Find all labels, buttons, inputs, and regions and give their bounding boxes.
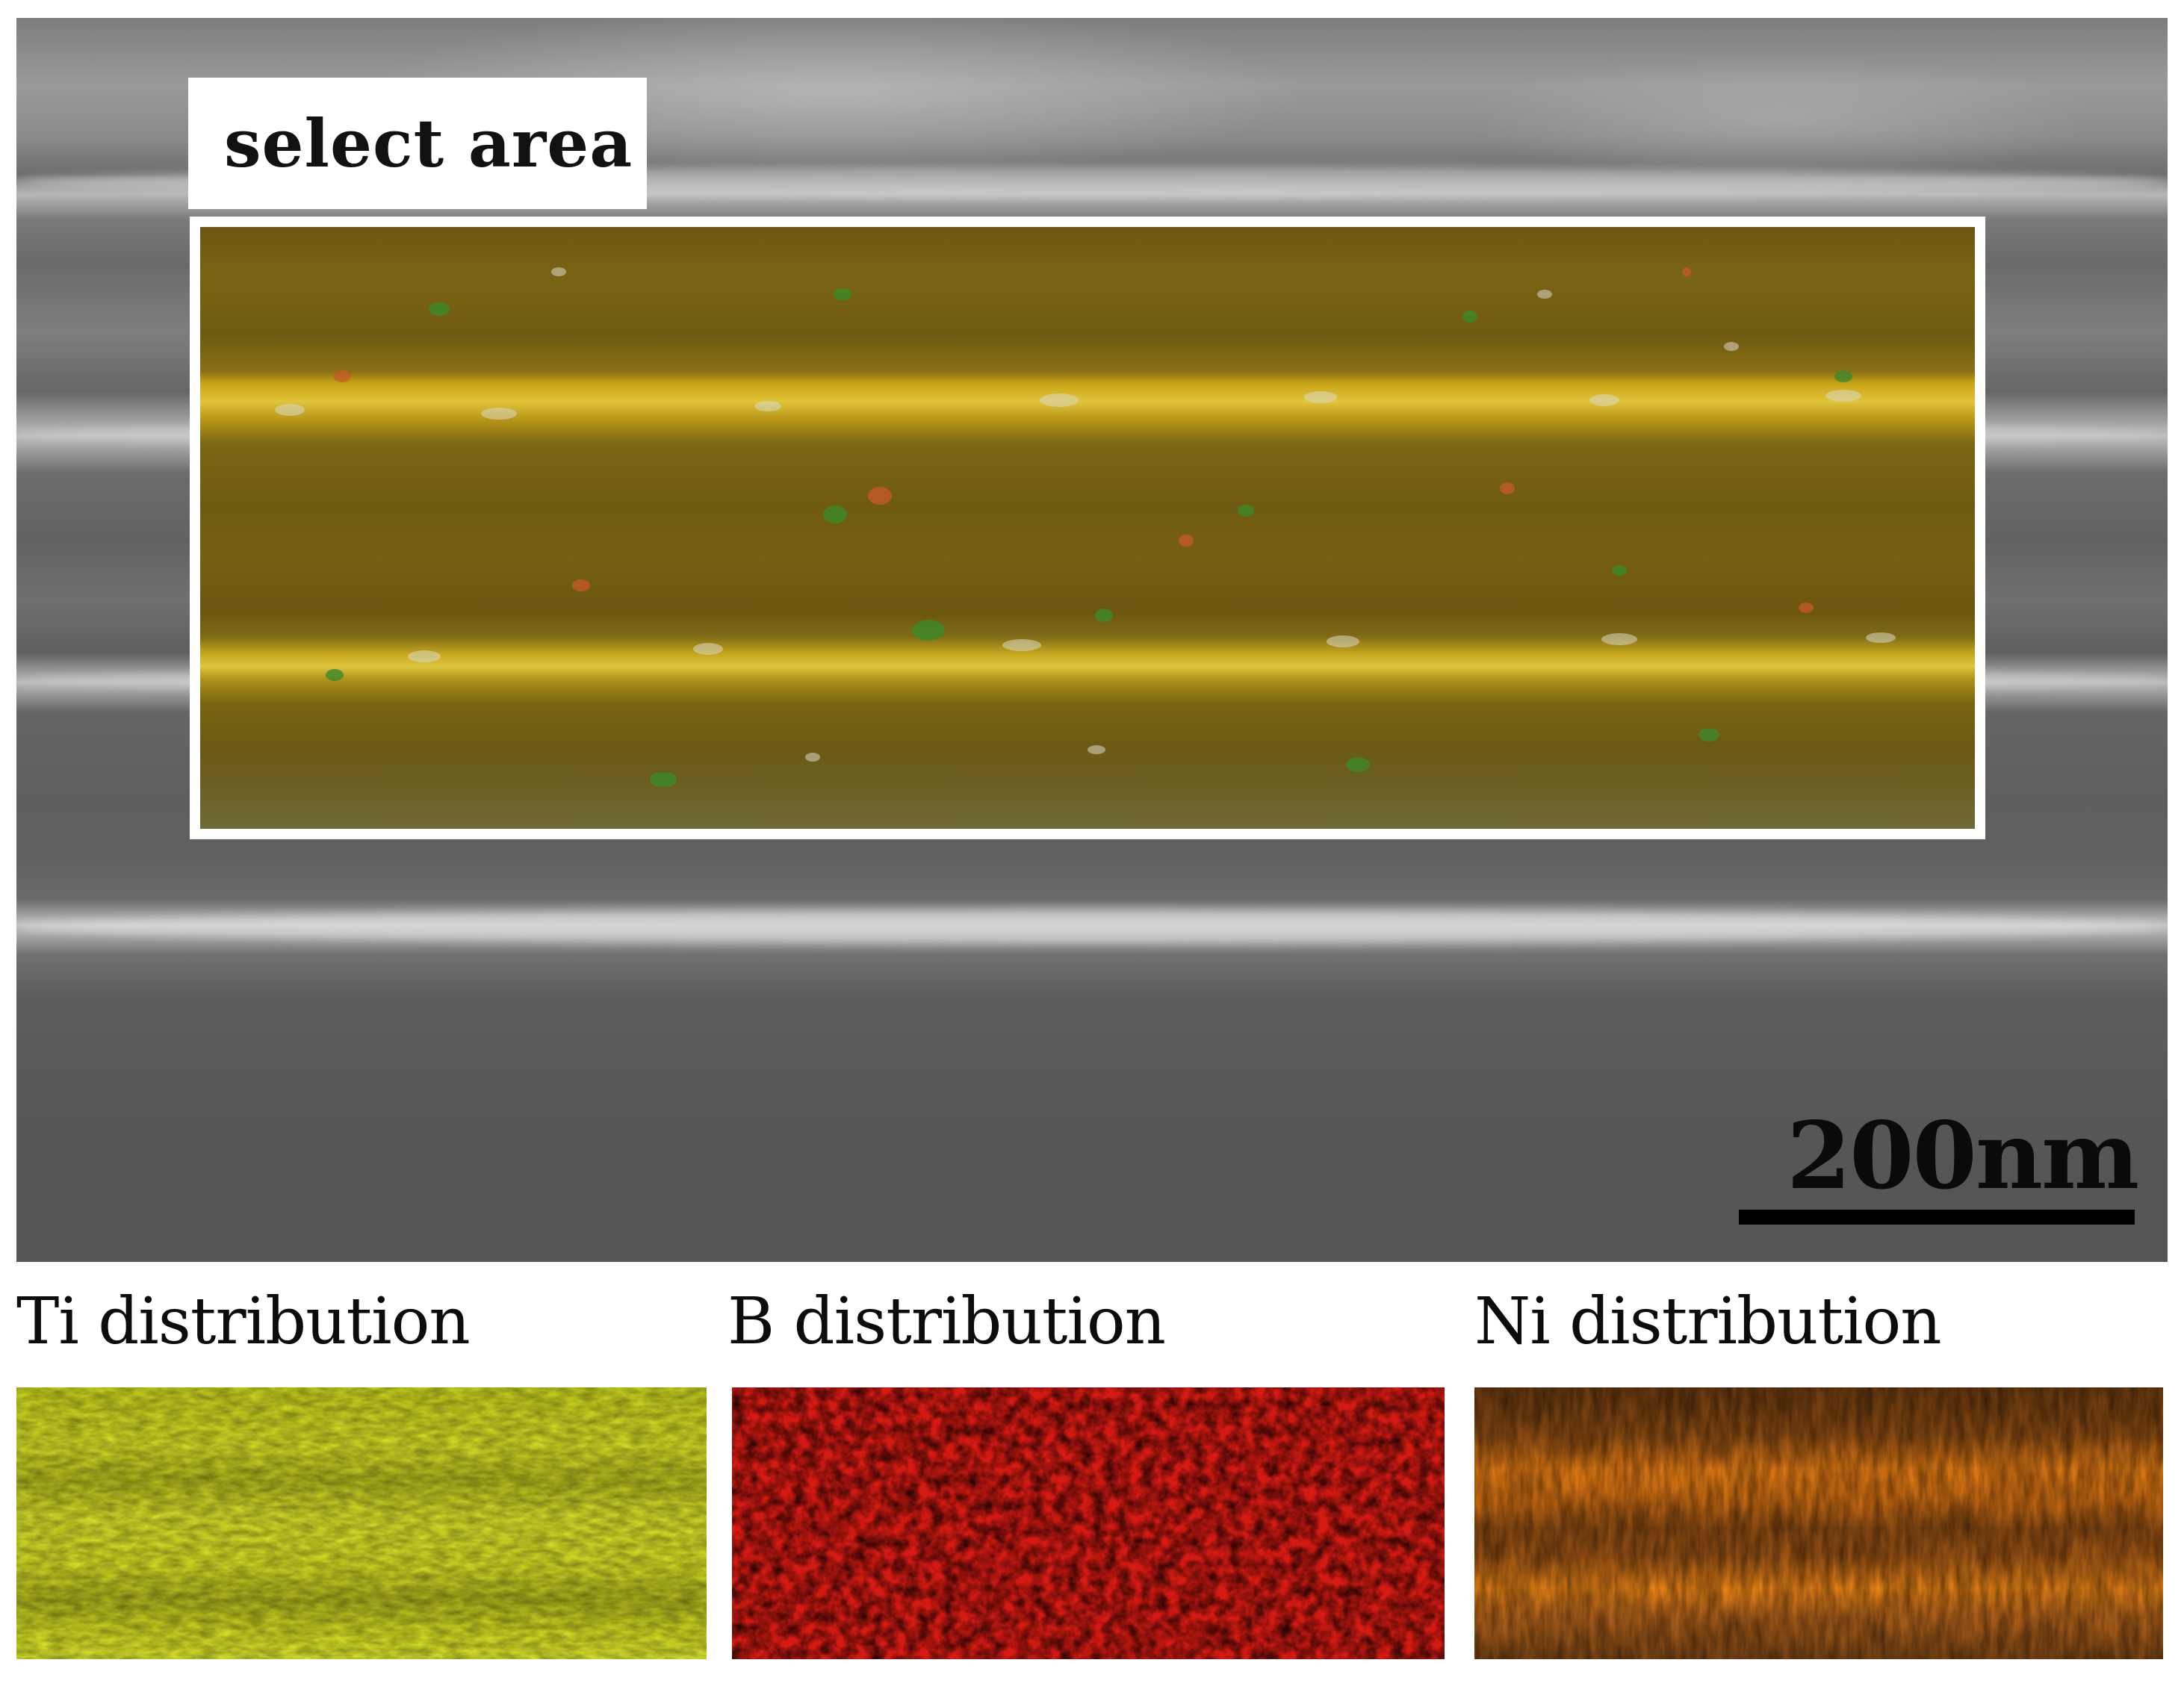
ti-distribution-map: [16, 1387, 707, 1659]
select-area-overlay: [190, 217, 1985, 839]
sem-bright-band: [16, 910, 2168, 943]
sem-micrograph: select area: [16, 18, 2168, 1262]
ti-distribution-label: Ti distribution: [16, 1284, 471, 1359]
ni-distribution-label: Ni distribution: [1474, 1284, 1942, 1359]
select-area-text: select area: [224, 105, 633, 182]
overlay-speckles: [275, 267, 1896, 787]
select-area-label: select area: [188, 78, 647, 209]
b-distribution-map: [732, 1387, 1445, 1659]
scale-bar-label: 200nm: [1787, 1102, 2139, 1210]
b-distribution-label: B distribution: [728, 1284, 1166, 1359]
ni-distribution-map: [1474, 1387, 2163, 1659]
eds-overlay-map: [200, 227, 1975, 829]
scale-bar: [1739, 1210, 2135, 1225]
